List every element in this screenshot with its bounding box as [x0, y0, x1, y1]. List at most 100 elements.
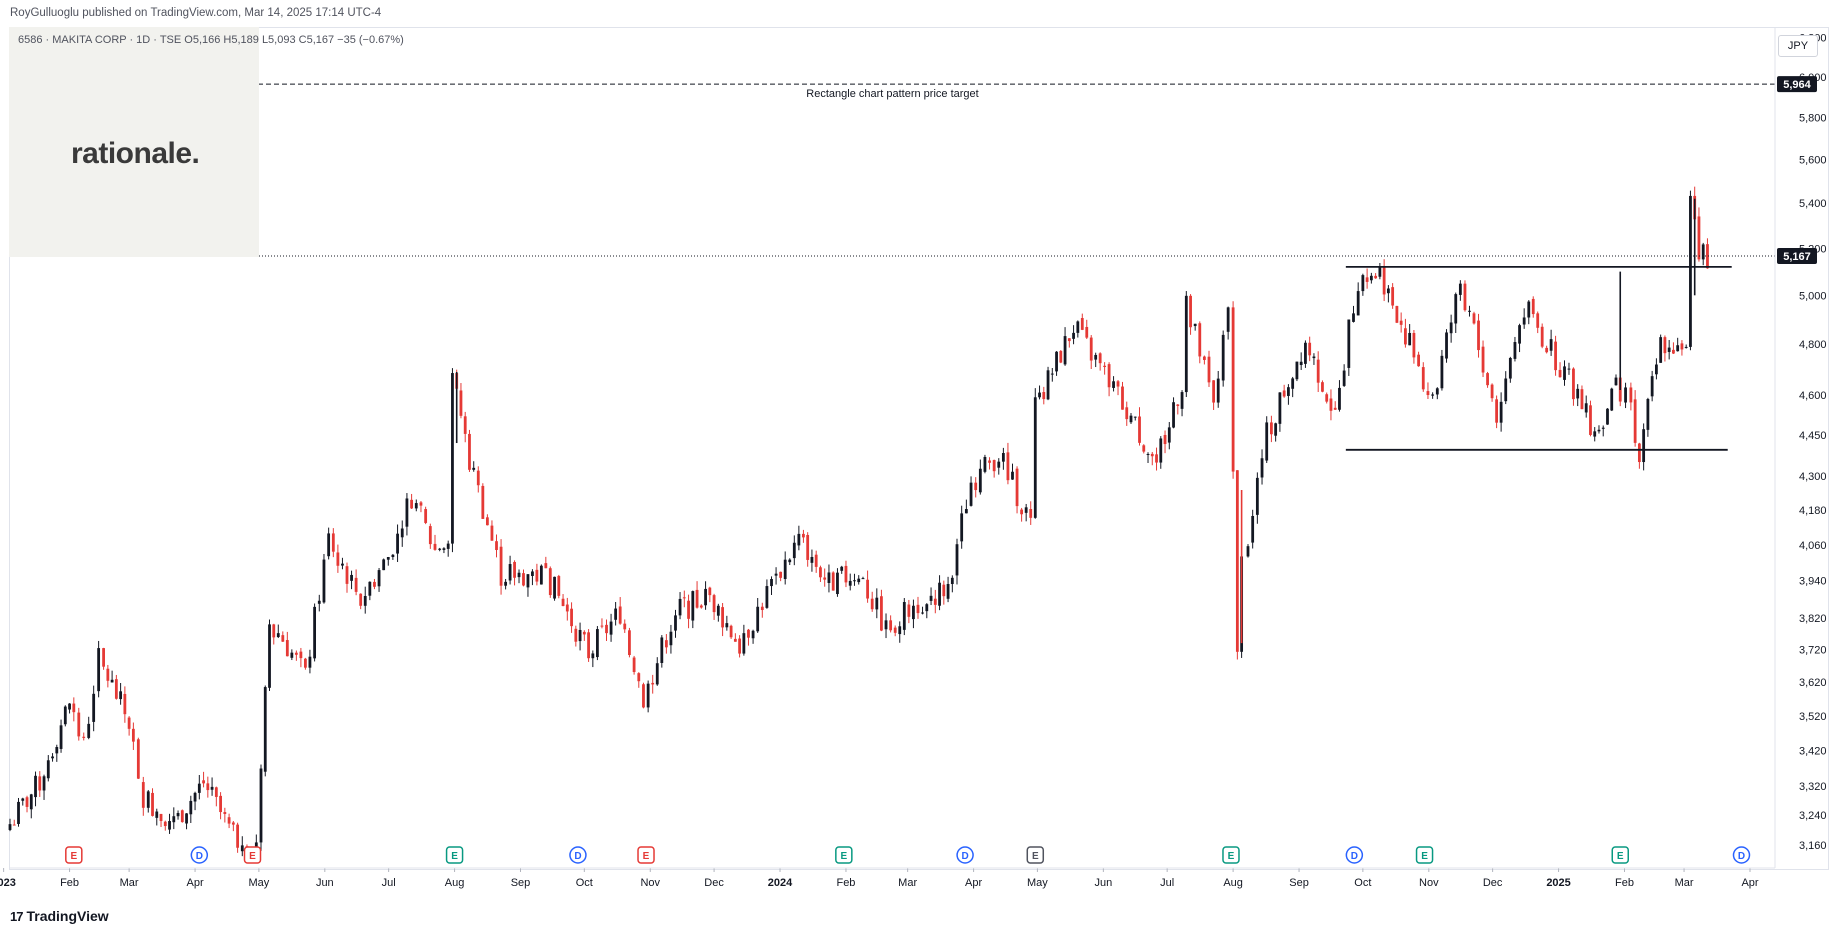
earnings-event-marker[interactable]: E: [1026, 846, 1045, 864]
candle-body: [1121, 386, 1124, 410]
candle-body: [1584, 403, 1588, 413]
time-tick-label: Jul: [1160, 877, 1174, 889]
candle-body: [331, 533, 335, 552]
earnings-event-marker[interactable]: E: [1611, 846, 1629, 864]
earnings-event-marker[interactable]: E: [65, 846, 83, 864]
candle-body: [866, 579, 869, 599]
dividend-event-marker[interactable]: D: [1345, 846, 1364, 864]
candle-body: [708, 587, 712, 596]
time-tick-label: Oct: [1354, 877, 1371, 889]
dividend-event-marker[interactable]: D: [956, 846, 974, 864]
candle-body: [779, 571, 783, 578]
candle-body: [377, 570, 381, 587]
candle-body: [391, 554, 395, 558]
candle-body: [1486, 373, 1489, 386]
candle-body: [513, 561, 516, 578]
candle-body: [912, 605, 915, 620]
candle-body: [983, 456, 987, 472]
price-tick-label: 5,600: [1799, 155, 1827, 167]
last-price-tag: 5,167: [1783, 251, 1811, 263]
candle-body: [55, 747, 59, 754]
candle-body: [651, 682, 655, 685]
candle-body: [1676, 345, 1680, 352]
candle-body: [1299, 361, 1303, 366]
candle-body: [176, 813, 180, 817]
candle-body: [495, 541, 498, 551]
candle-body: [1576, 388, 1580, 399]
candle-body: [1449, 322, 1453, 334]
candle-body: [259, 768, 263, 843]
candle-body: [1426, 391, 1430, 396]
candle-body: [1329, 398, 1333, 411]
candle-body: [1689, 195, 1692, 347]
dividend-event-marker[interactable]: D: [190, 846, 209, 864]
time-tick-label: 2024: [768, 877, 793, 889]
candle-body: [1138, 416, 1141, 443]
candle-body: [637, 673, 641, 682]
candle-body: [1374, 275, 1378, 279]
candle-body: [180, 810, 184, 823]
candle-body: [1172, 402, 1175, 428]
candle-body: [1531, 298, 1535, 315]
candle-body: [548, 568, 552, 596]
candle-body: [725, 623, 729, 628]
candle-body: [770, 579, 773, 587]
dividend-event-marker[interactable]: D: [569, 846, 587, 864]
candle-body: [1159, 438, 1163, 463]
candle-body: [960, 513, 964, 542]
candle-body: [716, 605, 720, 616]
candle-body: [185, 813, 188, 824]
candle-body: [1278, 392, 1282, 424]
earnings-event-marker[interactable]: E: [445, 846, 464, 864]
candle-body: [1167, 427, 1171, 443]
candle-body: [660, 637, 664, 663]
candle-body: [1076, 321, 1080, 333]
earnings-event-marker[interactable]: E: [243, 846, 262, 864]
candle-body: [792, 542, 796, 559]
candle-body: [336, 552, 340, 566]
price-tick-label: 5,000: [1799, 290, 1827, 302]
currency-selector[interactable]: JPY: [1778, 35, 1818, 57]
candle-body: [1680, 343, 1684, 350]
candle-body: [1251, 515, 1255, 543]
earnings-event-marker[interactable]: E: [1222, 846, 1240, 864]
candle-body: [82, 736, 86, 738]
candle-body: [1440, 355, 1444, 389]
earnings-event-marker[interactable]: E: [1415, 846, 1434, 864]
candle-body: [570, 608, 573, 627]
candle-body: [8, 824, 12, 830]
candle-body: [1667, 347, 1671, 352]
candle-body: [1055, 351, 1058, 372]
candle-body: [1458, 283, 1462, 295]
candle-body: [997, 461, 1001, 468]
candle-body: [236, 824, 240, 848]
earnings-event-marker[interactable]: E: [637, 846, 655, 864]
candle-body: [765, 586, 769, 608]
time-tick-label: Aug: [1223, 877, 1243, 889]
candle-body: [614, 608, 618, 620]
tradingview-brand[interactable]: 17 TradingView: [10, 908, 109, 924]
candle-body: [281, 635, 285, 642]
candle-body: [468, 433, 471, 470]
candle-body: [1338, 387, 1341, 410]
candle-body: [263, 687, 267, 772]
candle-body: [539, 565, 543, 585]
candle-body: [933, 598, 937, 605]
candle-body: [1352, 313, 1355, 322]
candle-body: [1080, 318, 1084, 330]
event-letter: E: [70, 851, 77, 862]
candle-body: [272, 624, 276, 638]
symbol-legend[interactable]: 6586 · MAKITA CORP · 1D · TSE O5,166 H5,…: [18, 34, 404, 46]
candle-body: [1369, 275, 1373, 281]
earnings-event-marker[interactable]: E: [835, 846, 853, 864]
time-tick-label: Mar: [898, 877, 917, 889]
candle-body: [557, 576, 561, 596]
dividend-event-marker[interactable]: D: [1732, 846, 1751, 864]
candle-body: [322, 559, 326, 603]
candle-body: [414, 503, 418, 509]
candle-body: [1642, 429, 1646, 463]
candle-body: [1527, 301, 1531, 318]
candle-body: [1614, 377, 1618, 386]
